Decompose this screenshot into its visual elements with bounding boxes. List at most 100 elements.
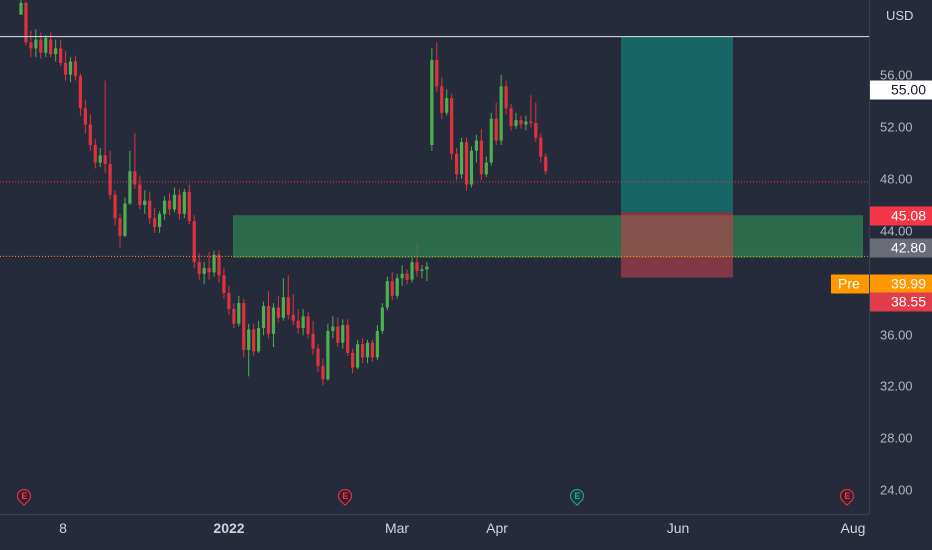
candle-body [158,213,162,227]
premarket-price-tag: 39.99 [870,274,932,294]
candle-body [529,121,533,124]
y-tick-label: 44.00 [880,223,913,239]
candle [351,348,355,374]
candle-body [108,164,112,195]
candle-body [291,314,295,321]
candle [455,147,459,181]
candle [222,267,226,299]
candle [469,146,474,188]
candle-body [59,48,63,63]
chart-overlays [0,36,869,278]
candle [430,48,434,151]
candle-body [167,200,172,210]
candle [242,298,246,358]
candle [375,325,379,361]
candle [346,319,350,356]
candle-body [138,184,142,206]
candle [59,39,63,66]
candle-body [390,281,394,296]
candle-body [494,118,498,141]
candle-body [123,203,127,236]
candle [202,262,206,285]
candle-body [509,108,513,126]
candle [217,250,221,283]
candle-body [385,281,389,308]
candle [68,57,73,83]
candle-body [331,326,335,331]
candle-body [499,86,503,141]
candle-body [113,194,117,219]
candle [212,250,216,277]
candle [370,339,375,362]
candle [385,276,389,311]
candle [177,188,181,220]
candle-body [370,342,375,358]
candle [118,213,122,248]
candle [271,303,276,348]
candle [395,273,399,299]
candle-body [257,328,261,352]
candle [103,80,107,173]
candle [286,275,290,320]
candle-body [514,120,518,126]
candle [296,308,300,334]
candle-body [420,269,424,271]
candle-body [479,140,483,175]
candle [162,196,167,220]
candle-body [212,254,216,273]
candle [474,134,478,163]
candle [380,303,384,334]
candle-body [504,86,508,109]
candle-body [271,307,276,334]
candle [321,358,325,386]
candle-body [450,98,454,154]
candle [138,175,142,210]
candle [276,295,280,323]
candle-body [405,273,409,280]
demand-zone [233,215,863,258]
candle [494,102,498,145]
candle [207,251,211,280]
candle [281,278,285,321]
candle-body [440,86,444,113]
candle-body [474,140,478,151]
candle-body [103,155,107,165]
candle-body [415,262,419,271]
candle [519,115,523,129]
candle [237,295,241,327]
x-tick-label: Mar [384,520,410,536]
candle-body [524,121,528,125]
candle-body [365,342,370,358]
candle [514,112,518,129]
candle [410,257,414,283]
candle [440,77,444,119]
candle-body [469,150,474,185]
currency-label[interactable]: USD [886,8,914,23]
candle-body [78,76,82,109]
candle [197,253,201,280]
position-target-zone [621,36,733,213]
candle-body [118,218,122,236]
candle [341,319,345,349]
candle [29,30,33,58]
candle [128,150,132,206]
candle [504,80,508,115]
candle-body [227,292,231,309]
candle-body [306,316,310,334]
candle-body [153,218,157,227]
price-axis-separator [869,0,870,514]
candle-body [24,2,28,43]
stop-price-tag: 38.55 [870,292,932,312]
candle [459,137,464,179]
candle-body [459,142,464,175]
candle-body [162,200,167,214]
candle [73,55,78,81]
candle-body [49,39,53,55]
candle-body [534,123,538,138]
candle-body [34,39,38,49]
candle-body [544,156,548,172]
candle-body [19,2,23,15]
candle [316,344,320,372]
candle [227,285,231,315]
